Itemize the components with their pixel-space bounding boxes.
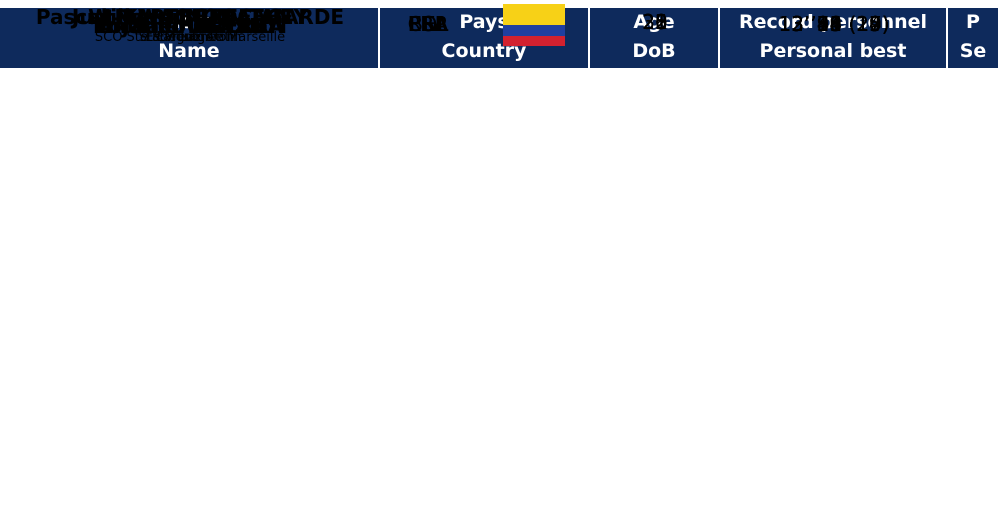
- header-text: P: [966, 11, 980, 33]
- athlete-name: Ronan GREFF: [114, 5, 266, 29]
- country-code: BEL: [409, 12, 447, 36]
- personal-best: 13’’78 (20): [778, 12, 890, 36]
- name-cell: Ronan GREFF SCO Ste Marguerite Marseille: [0, 0, 380, 51]
- header-text: Pays: [459, 11, 509, 33]
- age: 22: [642, 10, 668, 34]
- personal-best: 12’’94 (15): [778, 12, 890, 36]
- country-code: FRA: [408, 12, 448, 36]
- header-cell: Nom Name: [0, 8, 380, 68]
- name-cell: Wilhem BELOCIAN Stade Lamentin: [0, 0, 380, 51]
- athlete-name: Just KWAOU-MATHEY: [71, 5, 309, 29]
- country-code: ESP: [409, 12, 447, 36]
- athlete-name: Michael OBASUYI: [92, 13, 288, 38]
- header-text: Name: [158, 40, 220, 62]
- header-text: Age: [633, 11, 675, 33]
- header-text: DoB: [632, 40, 676, 62]
- personal-best: 13’’18 (20): [778, 12, 890, 36]
- athlete-name: Antonio ALKANA: [96, 13, 284, 38]
- athlete-name: Yojan CHAVERRA: [95, 13, 285, 38]
- country-code: RSA: [407, 12, 449, 36]
- age: 30: [642, 10, 668, 34]
- name-cell: Just KWAOU-MATHEY Evreux AC: [0, 0, 380, 51]
- athlete-club: SCO Ste Marguerite Marseille: [94, 30, 286, 45]
- country-code: COL: [407, 12, 449, 36]
- personal-best: 13’’11 (17): [778, 12, 890, 36]
- flag: [503, 4, 565, 46]
- age: 25: [642, 10, 668, 34]
- header-text: Nom: [164, 11, 214, 33]
- header-text: Se: [959, 40, 987, 62]
- athlete-name: Orlando ORTEGA: [96, 13, 284, 38]
- personal-best: 12’’95 (14): [778, 12, 890, 36]
- name-cell: Antonio ALKANA: [0, 0, 380, 51]
- age: 20: [642, 10, 668, 34]
- header-cell: P Se: [948, 8, 1000, 68]
- header-text: Personal best: [759, 40, 907, 62]
- athlete-club: Evreux AC: [156, 30, 224, 45]
- header-cell: Age DoB: [590, 8, 720, 68]
- country-code: FRA: [408, 12, 448, 36]
- age: 21: [642, 10, 668, 34]
- age: 20: [642, 10, 668, 34]
- header-text: Record personnel: [738, 11, 928, 33]
- athlete-club: Stade Lamentin: [138, 30, 242, 45]
- name-cell: Orlando ORTEGA: [0, 0, 380, 51]
- name-cell: Michael OBASUYI: [0, 0, 380, 51]
- athlete-name: Pascal MARTINOT-LAGARDE: [35, 5, 345, 29]
- athlete-name: Wilhem BELOCIAN: [88, 5, 292, 29]
- country-code: FRA: [408, 12, 448, 36]
- athlete-club: Es Montgeron: [145, 30, 235, 45]
- header-cell: Record personnel Personal best: [720, 8, 948, 68]
- age: 25: [642, 10, 668, 34]
- name-cell: Yojan CHAVERRA: [0, 0, 380, 51]
- country-code: FRA: [408, 12, 448, 36]
- personal-best: 13’’46 (19): [778, 12, 890, 36]
- personal-best: 13’’54 (19): [778, 12, 890, 36]
- name-cell: Pascal MARTINOT-LAGARDE Es Montgeron: [0, 0, 380, 51]
- personal-best: 13’’89 (19): [778, 12, 890, 36]
- age: 28: [642, 10, 668, 34]
